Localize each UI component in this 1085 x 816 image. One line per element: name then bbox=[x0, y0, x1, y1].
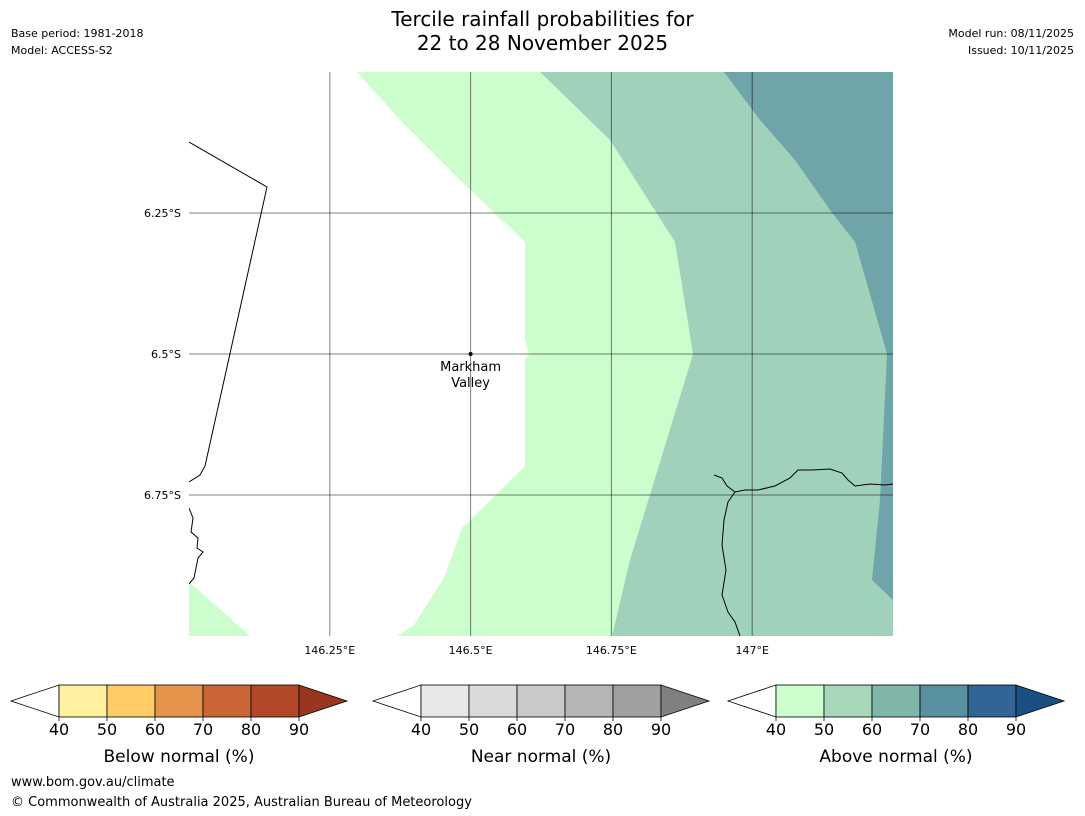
colorbars: 40 50 60 70 80 90 Below normal (%) 40 50 60 70 80 90… bbox=[9, 684, 1066, 767]
lon-tick-label: 146.75°E bbox=[586, 644, 637, 657]
colorbar-tick-label: 40 bbox=[411, 720, 431, 739]
colorbar-tick-label: 90 bbox=[289, 720, 309, 739]
place-dot bbox=[468, 352, 473, 356]
title-line-2: 22 to 28 November 2025 bbox=[416, 31, 669, 55]
colorbar-tick-label: 40 bbox=[49, 720, 69, 739]
colorbar-tick-label: 70 bbox=[910, 720, 930, 739]
colorbar-tick-label: 60 bbox=[145, 720, 165, 739]
footer-copyright: © Commonwealth of Australia 2025, Austra… bbox=[11, 795, 472, 810]
colorbar-tick-label: 50 bbox=[814, 720, 834, 739]
place-name-line-2: Valley bbox=[451, 376, 490, 391]
colorbar-tick-label: 80 bbox=[241, 720, 261, 739]
colorbar-segment bbox=[823, 684, 873, 718]
colorbar-tick-label: 70 bbox=[555, 720, 575, 739]
colorbar-tick-label: 40 bbox=[766, 720, 786, 739]
coastline-west bbox=[189, 141, 268, 483]
lat-tick-label: 6.75°S bbox=[144, 489, 181, 502]
colorbar-segment bbox=[106, 684, 156, 718]
above-normal-60-70-region bbox=[724, 72, 893, 600]
longitude-labels: 146.25°E 146.5°E 146.75°E 147°E bbox=[304, 644, 769, 657]
colorbar-segment bbox=[58, 684, 108, 718]
lat-tick-label: 6.25°S bbox=[144, 207, 181, 220]
colorbar-tick-label: 70 bbox=[193, 720, 213, 739]
colorbar-upper-extension bbox=[1015, 684, 1066, 718]
colorbar-tick-label: 90 bbox=[1006, 720, 1026, 739]
colorbar-label: Below normal (%) bbox=[104, 747, 255, 767]
place-name-line-1: Markham bbox=[440, 360, 501, 375]
colorbar-tick-label: 90 bbox=[651, 720, 671, 739]
lat-tick-label: 6.5°S bbox=[151, 348, 181, 361]
colorbar-1: 40 50 60 70 80 90 Below normal (%) bbox=[9, 684, 349, 767]
coastline-southwest bbox=[189, 507, 204, 585]
coastline-southeast bbox=[713, 468, 893, 493]
colorbar-segment bbox=[516, 684, 566, 718]
lon-tick-label: 147°E bbox=[735, 644, 768, 657]
colorbar-upper-extension bbox=[298, 684, 349, 718]
title-line-1: Tercile rainfall probabilities for bbox=[391, 7, 694, 31]
colorbar-segment bbox=[564, 684, 614, 718]
above-normal-40-50-region-southwest bbox=[189, 582, 250, 636]
colorbar-segment bbox=[775, 684, 825, 718]
model-name: Model: ACCESS-S2 bbox=[11, 44, 113, 57]
colorbar-tick-label: 50 bbox=[459, 720, 479, 739]
river-line bbox=[721, 491, 741, 636]
colorbar-segment bbox=[871, 684, 921, 718]
colorbar-segment bbox=[202, 684, 252, 718]
colorbar-tick-label: 80 bbox=[958, 720, 978, 739]
colorbar-segment bbox=[250, 684, 300, 718]
colorbar-segment bbox=[919, 684, 969, 718]
footer-url: www.bom.gov.au/climate bbox=[11, 775, 175, 790]
colorbar-lower-extension bbox=[371, 684, 422, 718]
colorbar-segment bbox=[612, 684, 662, 718]
colorbar-upper-extension bbox=[660, 684, 711, 718]
page-title: Tercile rainfall probabilities for 22 to… bbox=[0, 7, 1085, 55]
colorbar-tick-label: 80 bbox=[603, 720, 623, 739]
colorbar-segment bbox=[468, 684, 518, 718]
colorbar-segment bbox=[967, 684, 1017, 718]
colorbar-tick-label: 60 bbox=[862, 720, 882, 739]
colorbar-segment bbox=[420, 684, 470, 718]
model-run: Model run: 08/11/2025 bbox=[948, 27, 1074, 40]
issued-date: Issued: 10/11/2025 bbox=[967, 44, 1074, 57]
colorbar-label: Above normal (%) bbox=[819, 747, 972, 767]
lon-tick-label: 146.5°E bbox=[449, 644, 493, 657]
colorbar-segment bbox=[154, 684, 204, 718]
colorbar-lower-extension bbox=[726, 684, 777, 718]
colorbar-label: Near normal (%) bbox=[471, 747, 611, 767]
latitude-labels: 6.25°S 6.5°S 6.75°S bbox=[144, 207, 181, 502]
colorbar-3: 40 50 60 70 80 90 Above normal (%) bbox=[726, 684, 1066, 767]
gridlines bbox=[189, 72, 893, 636]
colorbar-2: 40 50 60 70 80 90 Near normal (%) bbox=[371, 684, 711, 767]
colorbar-lower-extension bbox=[9, 684, 60, 718]
colorbar-tick-label: 50 bbox=[97, 720, 117, 739]
colorbar-tick-label: 60 bbox=[507, 720, 527, 739]
base-period: Base period: 1981-2018 bbox=[11, 27, 144, 40]
lon-tick-label: 146.25°E bbox=[304, 644, 355, 657]
